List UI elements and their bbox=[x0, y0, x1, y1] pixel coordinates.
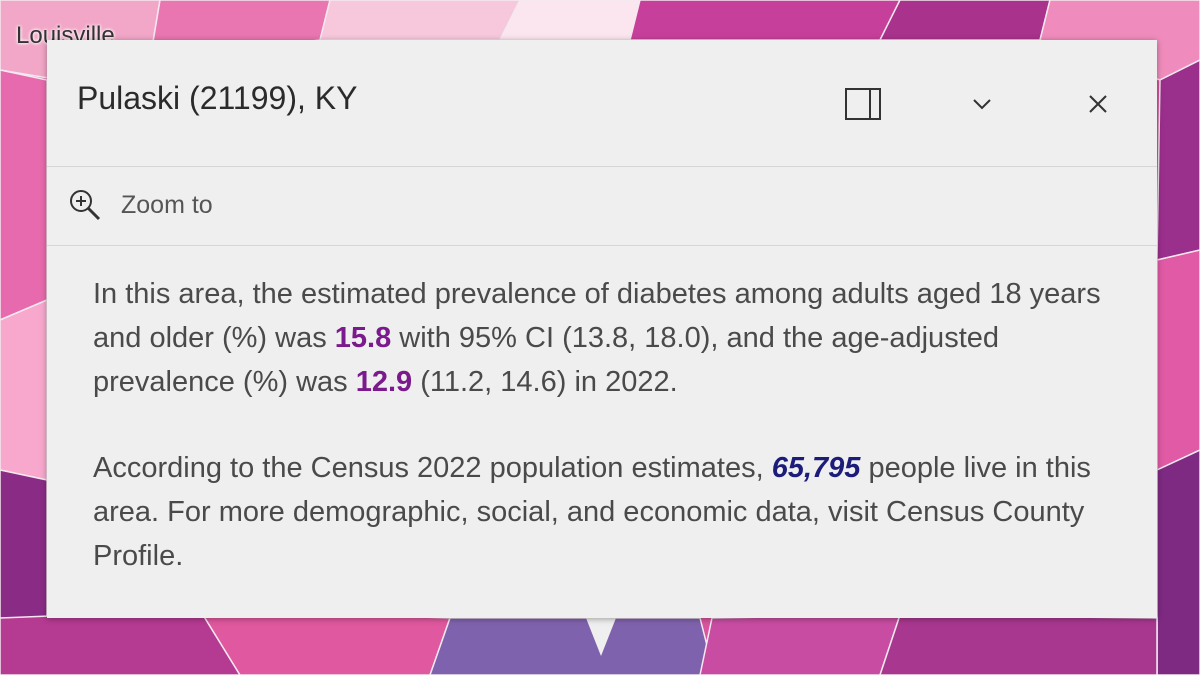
zoom-to-label: Zoom to bbox=[121, 190, 213, 219]
popup-actions: Zoom to bbox=[47, 167, 1157, 246]
county bbox=[498, 0, 641, 41]
text: In this area, the estimated prevalence o… bbox=[93, 278, 1101, 354]
population-value: 65,795 bbox=[771, 452, 861, 484]
text: with 95% CI (13.8, 18.0), and the age-ad… bbox=[93, 322, 1000, 398]
popup: Pulaski (21199), KY Zoom t bbox=[47, 40, 1157, 618]
highlight-value: 12.9 bbox=[355, 366, 413, 398]
paragraph: In this area, the estimated prevalence o… bbox=[93, 272, 1113, 404]
popup-title: Pulaski (21199), KY bbox=[77, 80, 358, 116]
zoom-icon bbox=[70, 190, 101, 221]
popup-header: Pulaski (21199), KY bbox=[47, 40, 1157, 167]
selected-county bbox=[429, 617, 713, 675]
county bbox=[629, 0, 901, 41]
zoom-to-action[interactable]: Zoom to bbox=[67, 187, 213, 223]
text: people live in this area. For more demog… bbox=[93, 452, 1091, 572]
popup-pointer bbox=[586, 618, 616, 656]
text: According to the Census 2022 population … bbox=[93, 452, 772, 484]
text: (11.2, 14.6) in 2022. bbox=[412, 366, 678, 398]
county bbox=[699, 614, 902, 675]
county bbox=[1156, 59, 1200, 261]
county bbox=[0, 298, 48, 481]
paragraph: According to the Census 2022 population … bbox=[93, 446, 1113, 578]
county bbox=[878, 0, 1051, 41]
county bbox=[1156, 449, 1200, 675]
highlight-value: 15.8 bbox=[334, 322, 392, 354]
county bbox=[1156, 249, 1200, 472]
dock-button[interactable] bbox=[843, 84, 883, 124]
county bbox=[319, 0, 521, 41]
county bbox=[879, 614, 1158, 675]
collapse-button[interactable] bbox=[962, 84, 1002, 124]
county bbox=[0, 69, 48, 321]
popup-body: In this area, the estimated prevalence o… bbox=[93, 272, 1113, 620]
close-button[interactable] bbox=[1078, 84, 1118, 124]
